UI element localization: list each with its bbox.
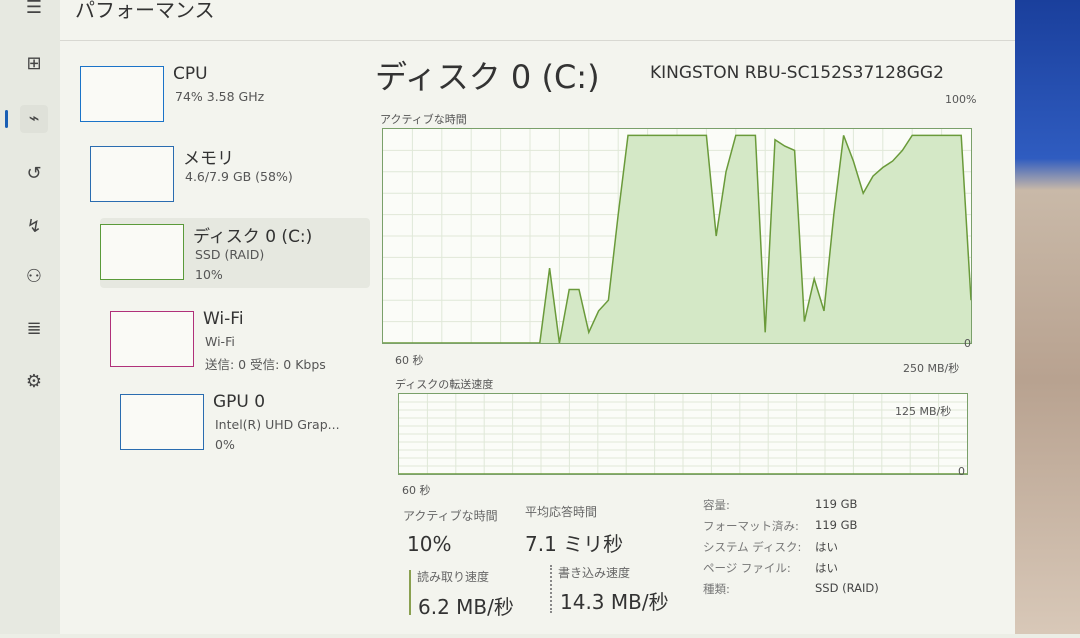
- task-manager-window: パフォーマンス CPU 74% 3.58 GHz メモリ 4.6/7.9 GB …: [60, 0, 1015, 634]
- device-detail: 4.6/7.9 GB (58%): [185, 169, 293, 184]
- startup-icon[interactable]: ↯: [26, 216, 42, 237]
- device-detail: SSD (RAID): [195, 247, 265, 262]
- active-chart-min: 0: [964, 337, 971, 350]
- transfer-chart-max: 250 MB/秒: [903, 362, 960, 375]
- device-thumbnail: [100, 224, 184, 280]
- device-name: CPU: [173, 64, 208, 84]
- device-usage: 10%: [195, 267, 223, 282]
- nav-rail: ☰ ⊞ ⌁ ↺ ↯ ⚇ ≣ ⚙ ⚙: [0, 0, 100, 634]
- device-detail: Wi-Fi: [205, 334, 235, 349]
- property-key: フォーマット済み:: [703, 519, 799, 533]
- property-value: SSD (RAID): [815, 581, 879, 595]
- property-value: 119 GB: [815, 518, 858, 532]
- response-time-value: 7.1 ミリ秒: [525, 532, 624, 556]
- device-usage: 送信: 0 受信: 0 Kbps: [205, 357, 326, 372]
- device-usage: 0%: [215, 437, 235, 452]
- device-item[interactable]: CPU 74% 3.58 GHz: [80, 60, 350, 130]
- hamburger-icon[interactable]: ☰: [25, 0, 43, 18]
- device-thumbnail: [90, 146, 174, 202]
- active-time-chart: [382, 128, 972, 344]
- details-icon[interactable]: ≣: [26, 318, 42, 339]
- transfer-chart-mid: 125 MB/秒: [895, 405, 952, 418]
- transfer-chart-time: 60 秒: [402, 484, 431, 497]
- desktop-background: [1015, 0, 1080, 634]
- active-time-label: アクティブな時間: [403, 509, 498, 523]
- services-icon[interactable]: ⚙: [25, 371, 43, 392]
- divider: [60, 40, 1015, 41]
- property-key: 種類:: [703, 582, 730, 596]
- series-area: [383, 135, 971, 343]
- performance-icon[interactable]: ⌁: [20, 105, 48, 133]
- response-time-label: 平均応答時間: [525, 505, 598, 519]
- device-item[interactable]: GPU 0 Intel(R) UHD Grap... 0%: [120, 388, 390, 458]
- device-detail: 74% 3.58 GHz: [175, 89, 265, 104]
- selected-indicator: [5, 110, 8, 128]
- read-speed-value: 6.2 MB/秒: [418, 595, 514, 619]
- page-title: パフォーマンス: [75, 0, 215, 22]
- active-chart-label: アクティブな時間: [380, 113, 467, 126]
- processes-icon[interactable]: ⊞: [26, 53, 42, 74]
- property-key: ページ ファイル:: [703, 561, 791, 575]
- device-name: メモリ: [183, 149, 234, 169]
- device-thumbnail: [80, 66, 164, 122]
- active-chart-max: 100%: [945, 93, 977, 106]
- transfer-chart-min: 0: [958, 465, 965, 478]
- users-icon[interactable]: ⚇: [25, 266, 43, 287]
- device-item[interactable]: Wi-Fi Wi-Fi 送信: 0 受信: 0 Kbps: [110, 305, 380, 375]
- active-time-value: 10%: [407, 532, 452, 556]
- write-indicator: [550, 565, 552, 613]
- transfer-chart-label: ディスクの転送速度: [395, 378, 494, 391]
- device-item[interactable]: ディスク 0 (C:) SSD (RAID) 10%: [100, 218, 370, 288]
- device-thumbnail: [120, 394, 204, 450]
- property-key: システム ディスク:: [703, 540, 802, 554]
- disk-model: KINGSTON RBU-SC152S37128GG2: [650, 63, 944, 83]
- device-name: Wi-Fi: [203, 309, 244, 329]
- property-value: はい: [815, 561, 838, 575]
- read-speed-label: 読み取り速度: [417, 570, 490, 584]
- disk-title: ディスク 0 (C:): [375, 58, 600, 96]
- device-detail: Intel(R) UHD Grap...: [215, 417, 340, 432]
- write-speed-label: 書き込み速度: [558, 566, 631, 580]
- device-thumbnail: [110, 311, 194, 367]
- device-name: GPU 0: [213, 392, 266, 412]
- property-value: 119 GB: [815, 497, 858, 511]
- active-chart-time: 60 秒: [395, 354, 424, 367]
- device-name: ディスク 0 (C:): [193, 227, 313, 247]
- property-value: はい: [815, 540, 838, 554]
- history-icon[interactable]: ↺: [26, 163, 42, 184]
- write-speed-value: 14.3 MB/秒: [560, 590, 669, 614]
- read-indicator: [409, 570, 411, 615]
- device-item[interactable]: メモリ 4.6/7.9 GB (58%): [90, 140, 360, 210]
- transfer-rate-chart: [398, 393, 968, 475]
- property-key: 容量:: [703, 498, 730, 512]
